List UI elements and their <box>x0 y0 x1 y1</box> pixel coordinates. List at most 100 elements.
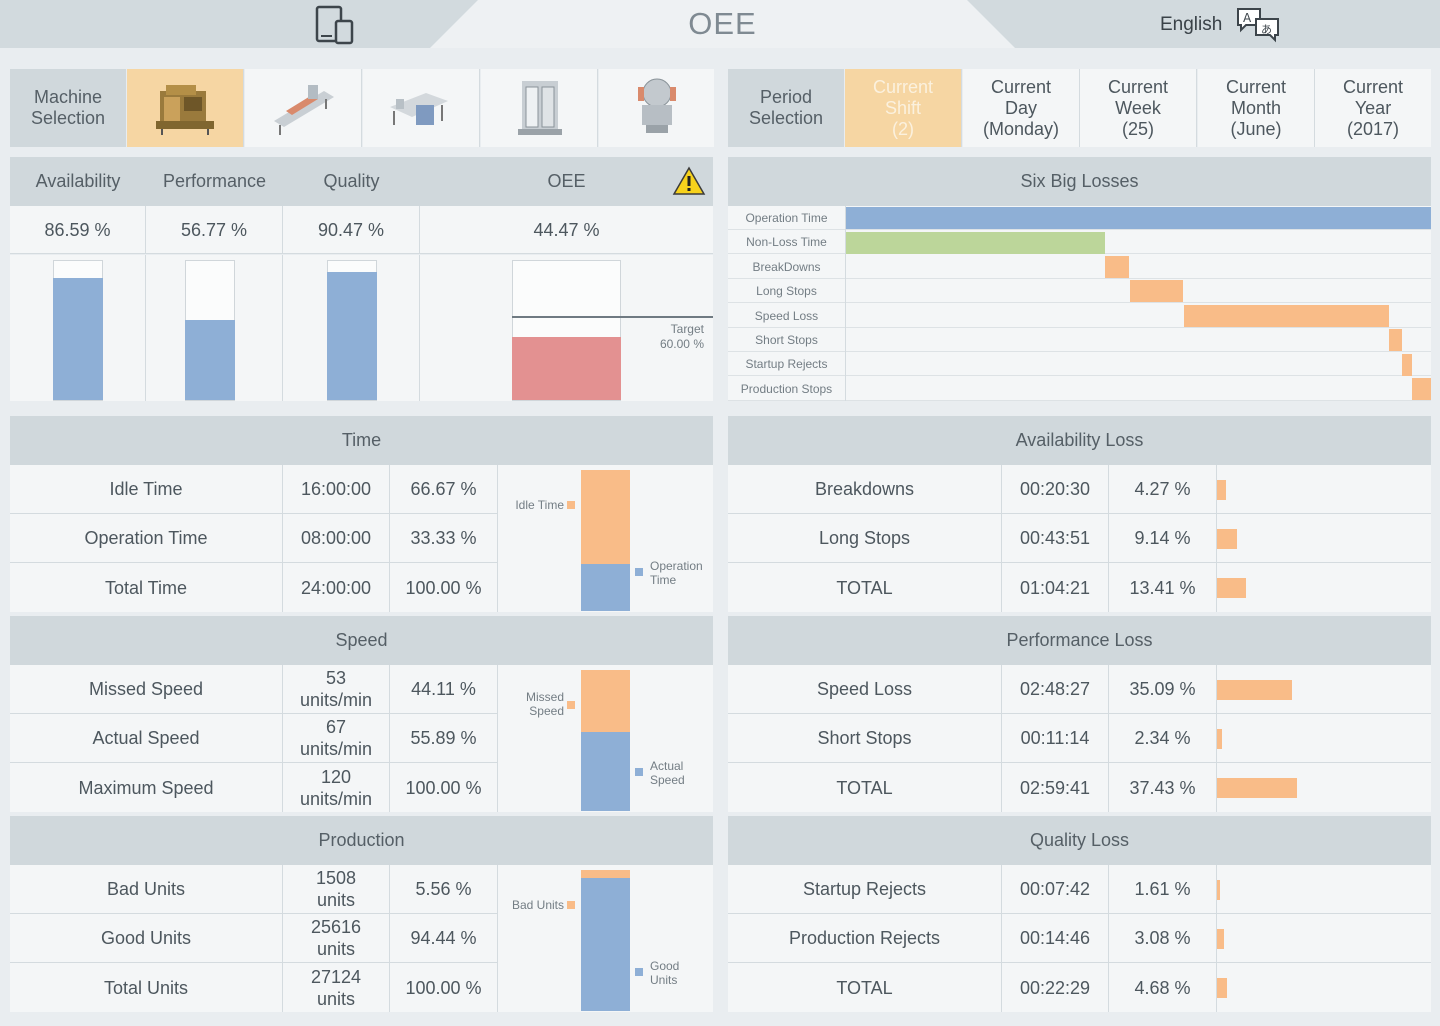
kpi-availability-value: 86.59 % <box>10 206 146 254</box>
period-option-4[interactable]: Current Month (June) <box>1198 69 1315 147</box>
period-option-1[interactable]: Current Shift (2) <box>845 69 962 147</box>
production-row-value-number: 27124 <box>310 966 362 987</box>
language-selector[interactable]: English <box>1160 14 1223 35</box>
machine-2[interactable] <box>245 69 362 147</box>
period-option-3[interactable]: Current Week (25) <box>1080 69 1197 147</box>
period-option-4-line1: Current <box>1225 76 1287 97</box>
six-big-losses-row: BreakDowns <box>728 255 1431 279</box>
six-big-losses-row-label: BreakDowns <box>752 259 821 274</box>
six-big-losses-header: Six Big Losses <box>728 157 1431 206</box>
quality-bar-track <box>327 260 377 401</box>
period-option-3-line1: Current <box>1107 76 1169 97</box>
performance-loss-row-percent: 35.09 % <box>1109 665 1217 714</box>
performance-loss-row-label: Speed Loss <box>728 665 1002 714</box>
production-row-percent: 94.44 % <box>390 914 498 963</box>
header-title-tab <box>430 0 1015 48</box>
period-option-5[interactable]: Current Year (2017) <box>1315 69 1431 147</box>
machine-5-icon <box>637 78 676 133</box>
availability-loss-row-value: 00:43:51 <box>1002 514 1109 563</box>
machine-1[interactable] <box>127 69 244 147</box>
speed-stacked-bar-top <box>581 670 630 733</box>
six-big-losses-bar-speed-loss <box>1184 305 1389 327</box>
warning-icon[interactable] <box>672 166 706 196</box>
time-row-value: 08:00:00 <box>283 514 390 563</box>
kpi-quality-header: Quality <box>283 157 420 206</box>
production-legend-bottom-swatch <box>635 968 643 976</box>
oee-target-value: 60.00 % <box>659 337 704 351</box>
oee-bar-track <box>512 260 621 401</box>
performance-loss-row-value: 00:11:14 <box>1002 714 1109 763</box>
devices-icon[interactable] <box>314 5 358 45</box>
quality-loss-row-percent: 1.61 % <box>1109 865 1217 914</box>
period-option-5-line2: Year <box>1354 97 1392 118</box>
kpi-oee-value: 44.47 % <box>420 206 713 254</box>
kpi-divider-1 <box>145 255 146 401</box>
six-big-losses-row-label: Non-Loss Time <box>746 235 827 250</box>
production-row-value-number: 1508 <box>315 868 357 888</box>
speed-row-label: Maximum Speed <box>10 763 283 812</box>
quality-loss-row-bar-cell <box>1217 865 1431 914</box>
machine-selection-label-line1: Machine <box>33 87 103 107</box>
production-row-percent: 100.00 % <box>390 963 498 1012</box>
time-row-percent: 33.33 % <box>390 514 498 563</box>
speed-row-value-number: 67 <box>325 717 347 737</box>
time-legend-top-swatch <box>567 501 575 509</box>
quality-loss-row-bar <box>1217 929 1224 949</box>
availability-bar-fill <box>53 277 103 400</box>
performance-loss-row-percent: 37.43 % <box>1109 763 1217 812</box>
period-option-2-line2: Day <box>1004 97 1037 118</box>
production-row-value-unit: units <box>316 988 356 1009</box>
period-option-4-line3: (June) <box>1230 118 1282 139</box>
production-legend-bottom-line2: Units <box>650 973 678 987</box>
six-big-losses-row-label: Long Stops <box>756 284 817 299</box>
time-stacked-bar-top <box>581 470 630 564</box>
time-legend-top: Idle Time <box>500 498 576 512</box>
quality-loss-row-bar-cell <box>1217 963 1431 1012</box>
period-option-2[interactable]: Current Day (Monday) <box>963 69 1080 147</box>
period-option-4-line2: Month <box>1230 97 1282 118</box>
speed-legend-top-line1: Missed <box>525 690 564 704</box>
quality-loss-row-value: 00:07:42 <box>1002 865 1109 914</box>
machine-selection-label: Machine Selection <box>10 69 126 147</box>
quality-loss-row-value: 00:22:29 <box>1002 963 1109 1012</box>
period-option-3-line3: (25) <box>1121 118 1154 139</box>
time-legend-bottom-swatch <box>635 568 643 576</box>
production-legend-top: Bad Units <box>500 898 576 912</box>
speed-row-label: Actual Speed <box>10 714 283 763</box>
production-row-label: Bad Units <box>10 865 283 914</box>
machine-5[interactable] <box>599 69 714 147</box>
availability-loss-row-bar <box>1217 578 1246 598</box>
time-legend-bottom-line1: Operation <box>650 559 703 573</box>
speed-row-value-unit: units/min <box>299 788 373 809</box>
six-big-losses-row-label: Operation Time <box>745 211 828 225</box>
production-legend-bottom: Good Units <box>650 959 710 987</box>
machine-4[interactable] <box>481 69 598 147</box>
quality-loss-row-label: TOTAL <box>728 963 1002 1012</box>
six-big-losses-bar-short-stops <box>1389 329 1402 351</box>
oee-target-label: Target <box>670 322 704 336</box>
period-selection-label-line2: Selection <box>748 108 824 128</box>
machine-3[interactable] <box>363 69 480 147</box>
period-option-5-line3: (2017) <box>1346 118 1400 139</box>
performance-loss-row-bar <box>1217 680 1293 700</box>
quality-loss-row-bar <box>1217 978 1227 998</box>
availability-loss-row-bar <box>1217 529 1237 549</box>
speed-row-label: Missed Speed <box>10 665 283 714</box>
time-row-label: Idle Time <box>10 465 283 514</box>
availability-loss-row-value: 00:20:30 <box>1002 465 1109 514</box>
production-row-value-unit: units <box>316 890 356 910</box>
speed-legend-top-swatch <box>567 701 575 709</box>
time-legend-bottom: Operation Time <box>650 559 710 587</box>
six-big-losses-divider <box>845 206 846 401</box>
performance-loss-row-label: TOTAL <box>728 763 1002 812</box>
time-stacked-bar-bottom <box>581 564 630 611</box>
performance-bar-track <box>185 260 235 401</box>
time-row-percent: 66.67 % <box>390 465 498 514</box>
availability-loss-section-header: Availability Loss <box>728 416 1431 465</box>
period-option-1-line3: (2) <box>892 118 914 139</box>
production-legend-top-swatch <box>567 901 575 909</box>
six-big-losses-bar-production-stops <box>1412 378 1431 400</box>
quality-loss-row-bar-cell <box>1217 914 1431 963</box>
time-row-percent: 100.00 % <box>390 563 498 612</box>
